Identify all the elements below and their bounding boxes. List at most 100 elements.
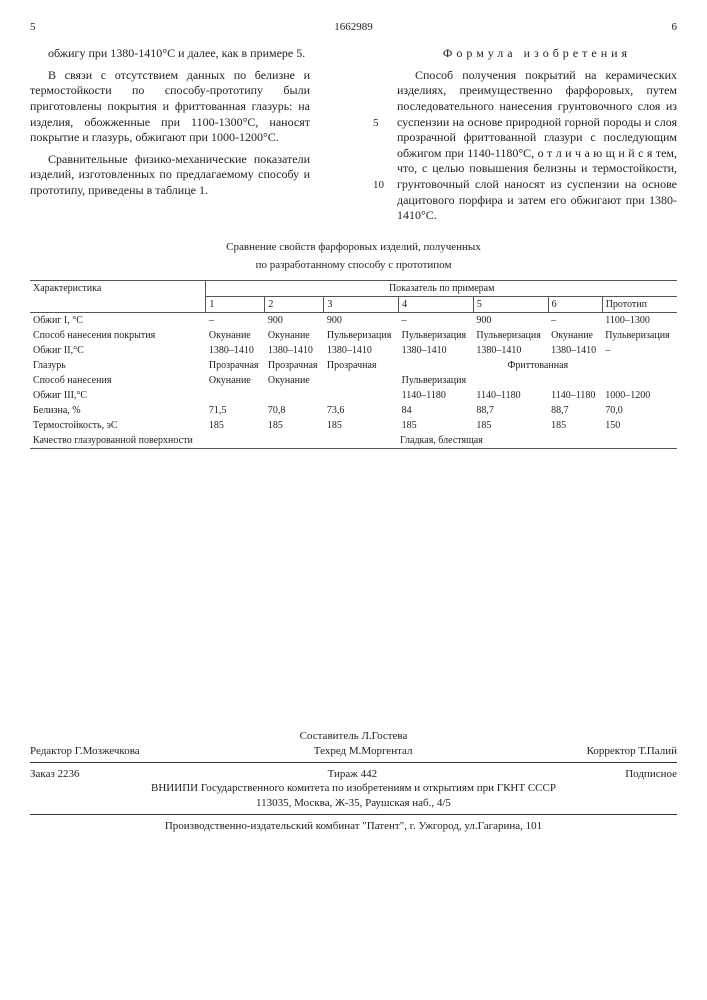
col-4: 4 xyxy=(399,297,474,313)
right-para-1: Способ получения покрытий на керамически… xyxy=(397,68,677,222)
col-proto: Прототип xyxy=(602,297,677,313)
row-label: Обжиг II,°С xyxy=(30,343,206,358)
table-row: Способ нанесения покрытия Окунание Окуна… xyxy=(30,328,677,343)
table-row: Качество глазурованной поверхности Гладк… xyxy=(30,433,677,449)
footer-zakaz: Заказ 2236 xyxy=(30,767,80,781)
cell: – xyxy=(206,313,265,329)
cell: Прозрачная xyxy=(206,358,265,373)
cell: Пульверизация xyxy=(324,328,399,343)
table-row: Глазурь Прозрачная Прозрачная Прозрачная… xyxy=(30,358,677,373)
footer-vniipi: ВНИИПИ Государственного комитета по изоб… xyxy=(30,781,677,795)
page-header: 5 1662989 6 xyxy=(30,20,677,34)
cell: 1100–1300 xyxy=(602,313,677,329)
cell: Пульверизация xyxy=(602,328,677,343)
cell: Пульверизация xyxy=(399,328,474,343)
cell: Окунание xyxy=(548,328,602,343)
footer-podpisnoe: Подписное xyxy=(625,767,677,781)
cell xyxy=(265,388,324,403)
cell: 900 xyxy=(473,313,548,329)
cell: 1140–1180 xyxy=(548,388,602,403)
col-2: 2 xyxy=(265,297,324,313)
footer: Составитель Л.Гостева Редактор Г.Мозжечк… xyxy=(30,729,677,833)
row-label: Обжиг III,°С xyxy=(30,388,206,403)
cell: 185 xyxy=(473,418,548,433)
line-num-10: 10 xyxy=(355,178,369,192)
cell: Пульверизация xyxy=(399,373,677,388)
comparison-table: Характеристика Показатель по примерам 1 … xyxy=(30,280,677,449)
th-indicator: Показатель по примерам xyxy=(206,281,677,297)
table-row: Способ нанесения Окунание Окунание Пульв… xyxy=(30,373,677,388)
cell: 88,7 xyxy=(548,403,602,418)
row-label: Белизна, % xyxy=(30,403,206,418)
cell: 185 xyxy=(206,418,265,433)
row-label: Глазурь xyxy=(30,358,206,373)
line-num-5: 5 xyxy=(355,116,369,130)
cell xyxy=(324,388,399,403)
cell: 70,0 xyxy=(602,403,677,418)
row-label: Качество глазурованной поверхности xyxy=(30,433,206,449)
cell: 185 xyxy=(324,418,399,433)
cell: 1380–1410 xyxy=(399,343,474,358)
footer-redaktor: Редактор Г.Мозжечкова xyxy=(30,744,140,758)
page-right: 6 xyxy=(672,20,678,34)
cell: 185 xyxy=(399,418,474,433)
left-para-3: Сравнительные физико-механические показа… xyxy=(30,152,310,199)
row-label: Термостойкость, эС xyxy=(30,418,206,433)
table-row: Обжиг II,°С 1380–1410 1380–1410 1380–141… xyxy=(30,343,677,358)
cell: 73,6 xyxy=(324,403,399,418)
cell: 1000–1200 xyxy=(602,388,677,403)
row-label: Способ нанесения xyxy=(30,373,206,388)
table-title-1: Сравнение свойств фарфоровых изделий, по… xyxy=(30,240,677,254)
cell: 1140–1180 xyxy=(473,388,548,403)
cell: Окунание xyxy=(206,373,265,388)
cell: 1380–1410 xyxy=(548,343,602,358)
table-row: Обжиг I, °С – 900 900 – 900 – 1100–1300 xyxy=(30,313,677,329)
left-para-2: В связи с отсутствием данных по белизне … xyxy=(30,68,310,146)
footer-korrektor: Корректор Т.Палий xyxy=(587,744,677,758)
footer-sostavitel: Составитель Л.Гостева xyxy=(30,729,677,743)
left-column: обжигу при 1380-1410°С и далее, как в пр… xyxy=(30,46,310,204)
cell: 70,8 xyxy=(265,403,324,418)
cell: 900 xyxy=(324,313,399,329)
left-para-1: обжигу при 1380-1410°С и далее, как в пр… xyxy=(30,46,310,62)
cell: Фриттованная xyxy=(399,358,677,373)
cell: Гладкая, блестящая xyxy=(206,433,677,449)
table-row: Белизна, % 71,5 70,8 73,6 84 88,7 88,7 7… xyxy=(30,403,677,418)
table-title-2: по разработанному способу с прототипом xyxy=(30,258,677,272)
cell: Окунание xyxy=(265,328,324,343)
cell: 900 xyxy=(265,313,324,329)
cell xyxy=(206,388,265,403)
footer-tehred: Техред М.Моргентал xyxy=(314,744,413,758)
cell: – xyxy=(602,343,677,358)
page-left: 5 xyxy=(30,20,36,34)
cell: Окунание xyxy=(206,328,265,343)
table-row: Обжиг III,°С 1140–1180 1140–1180 1140–11… xyxy=(30,388,677,403)
cell: 1380–1410 xyxy=(206,343,265,358)
col-5: 5 xyxy=(473,297,548,313)
cell: 1380–1410 xyxy=(473,343,548,358)
cell: Пульверизация xyxy=(473,328,548,343)
cell: 71,5 xyxy=(206,403,265,418)
col-3: 3 xyxy=(324,297,399,313)
cell: Прозрачная xyxy=(265,358,324,373)
footer-address: 113035, Москва, Ж-35, Раушская наб., 4/5 xyxy=(30,796,677,810)
cell: 185 xyxy=(548,418,602,433)
col-1: 1 xyxy=(206,297,265,313)
cell: 150 xyxy=(602,418,677,433)
formula-title: Формула изобретения xyxy=(397,46,677,62)
th-char: Характеристика xyxy=(30,281,206,313)
cell: – xyxy=(399,313,474,329)
row-label: Обжиг I, °С xyxy=(30,313,206,329)
cell: 185 xyxy=(265,418,324,433)
row-label: Способ нанесения покрытия xyxy=(30,328,206,343)
footer-tirazh: Тираж 442 xyxy=(328,767,378,781)
cell: 88,7 xyxy=(473,403,548,418)
doc-number: 1662989 xyxy=(334,20,373,34)
col-6: 6 xyxy=(548,297,602,313)
cell: 1140–1180 xyxy=(399,388,474,403)
cell: 84 xyxy=(399,403,474,418)
cell: Окунание xyxy=(265,373,324,388)
table-row: Термостойкость, эС 185 185 185 185 185 1… xyxy=(30,418,677,433)
footer-combinat: Производственно-издательский комбинат "П… xyxy=(30,819,677,833)
cell: Прозрачная xyxy=(324,358,399,373)
